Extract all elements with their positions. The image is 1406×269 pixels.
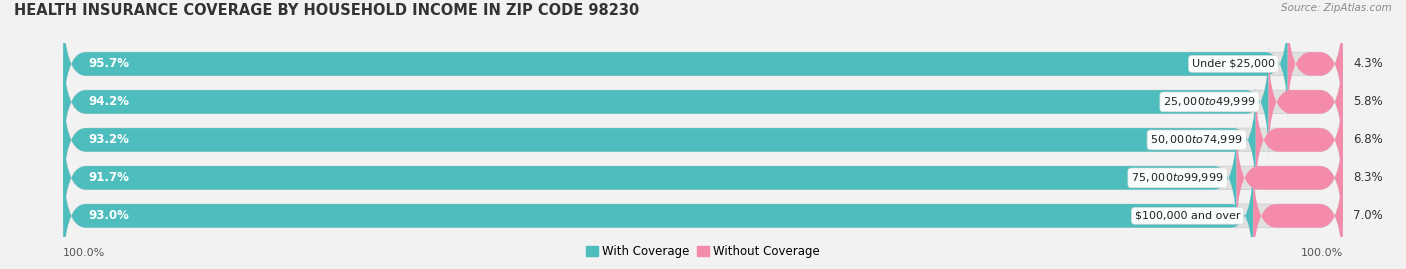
- FancyBboxPatch shape: [1253, 159, 1343, 269]
- Text: 93.0%: 93.0%: [89, 209, 129, 222]
- FancyBboxPatch shape: [1288, 7, 1343, 121]
- Text: 6.8%: 6.8%: [1353, 133, 1382, 146]
- Text: $75,000 to $99,999: $75,000 to $99,999: [1132, 171, 1223, 184]
- Text: $25,000 to $49,999: $25,000 to $49,999: [1163, 95, 1256, 108]
- Text: 100.0%: 100.0%: [1301, 248, 1343, 258]
- Text: 4.3%: 4.3%: [1353, 57, 1382, 70]
- Text: 94.2%: 94.2%: [89, 95, 129, 108]
- Legend: With Coverage, Without Coverage: With Coverage, Without Coverage: [581, 241, 825, 263]
- FancyBboxPatch shape: [63, 159, 1253, 269]
- FancyBboxPatch shape: [63, 7, 1343, 121]
- Text: Source: ZipAtlas.com: Source: ZipAtlas.com: [1281, 3, 1392, 13]
- Text: $100,000 and over: $100,000 and over: [1135, 211, 1240, 221]
- FancyBboxPatch shape: [63, 121, 1236, 235]
- Text: 93.2%: 93.2%: [89, 133, 129, 146]
- FancyBboxPatch shape: [63, 121, 1343, 235]
- Text: HEALTH INSURANCE COVERAGE BY HOUSEHOLD INCOME IN ZIP CODE 98230: HEALTH INSURANCE COVERAGE BY HOUSEHOLD I…: [14, 3, 640, 18]
- FancyBboxPatch shape: [1256, 83, 1343, 196]
- FancyBboxPatch shape: [63, 45, 1268, 158]
- FancyBboxPatch shape: [63, 45, 1343, 158]
- Text: $50,000 to $74,999: $50,000 to $74,999: [1150, 133, 1243, 146]
- Text: 5.8%: 5.8%: [1353, 95, 1382, 108]
- FancyBboxPatch shape: [63, 159, 1343, 269]
- FancyBboxPatch shape: [63, 83, 1343, 196]
- Text: 91.7%: 91.7%: [89, 171, 129, 184]
- Text: 95.7%: 95.7%: [89, 57, 129, 70]
- Text: Under $25,000: Under $25,000: [1192, 59, 1275, 69]
- Text: 7.0%: 7.0%: [1353, 209, 1382, 222]
- Text: 8.3%: 8.3%: [1353, 171, 1382, 184]
- FancyBboxPatch shape: [1236, 121, 1343, 235]
- Text: 100.0%: 100.0%: [63, 248, 105, 258]
- FancyBboxPatch shape: [63, 7, 1288, 121]
- FancyBboxPatch shape: [1268, 45, 1343, 158]
- FancyBboxPatch shape: [63, 83, 1256, 196]
